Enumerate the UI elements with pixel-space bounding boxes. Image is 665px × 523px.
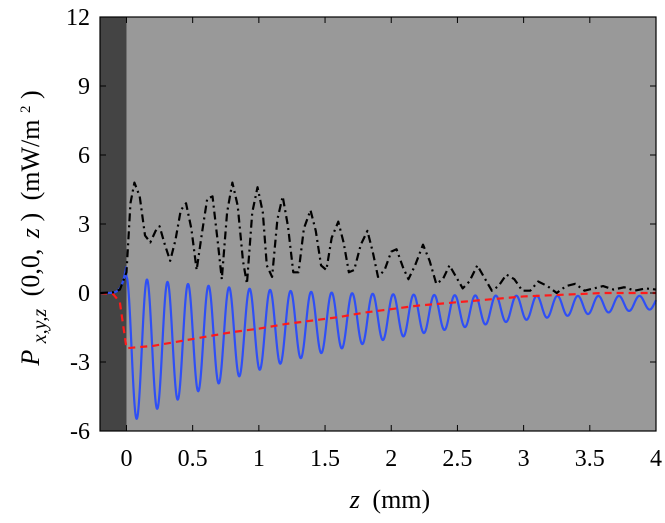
y-tick-label: 9 <box>78 74 90 100</box>
x-tick-label: 1 <box>253 446 265 472</box>
x-tick-label: 3.5 <box>575 446 605 472</box>
y-tick-label: -6 <box>70 419 90 445</box>
x-tick-labels: 0 0.5 1 1.5 2 2.5 3 3.5 4 <box>120 446 662 472</box>
y-axis-label: P x,y,z (0,0, z ) (mW/m 2 ) <box>7 90 52 366</box>
y-axis-args-open: (0,0, <box>16 249 45 297</box>
y-tick-label: 12 <box>66 5 90 31</box>
tick-layer <box>100 16 657 432</box>
y-axis-args-close: ) <box>16 213 45 222</box>
y-axis-unit-open: (mW/m <box>16 120 45 201</box>
x-tick-label: 0.5 <box>178 446 208 472</box>
x-tick-label: 0 <box>120 446 132 472</box>
y-axis-unit-close: ) <box>16 90 45 99</box>
series-line-0 <box>99 181 657 295</box>
y-tick-label: -3 <box>70 350 90 376</box>
x-axis-unit: (mm) <box>372 485 430 514</box>
y-axis-unit-sup: 2 <box>18 106 34 114</box>
y-tick-labels: -6 -3 0 3 6 9 12 <box>66 5 90 445</box>
y-tick-label: 3 <box>78 212 90 238</box>
series-layer <box>99 181 657 420</box>
y-axis-subscript: x,y,z <box>29 309 51 345</box>
x-tick-label: 4 <box>650 446 662 472</box>
x-axis-label: z (mm) <box>349 485 430 514</box>
y-axis-args-var: z <box>16 228 45 239</box>
x-tick-label: 1.5 <box>310 446 340 472</box>
x-tick-label: 2.5 <box>442 446 472 472</box>
x-tick-label: 2 <box>385 446 397 472</box>
x-tick-label: 3 <box>518 446 530 472</box>
y-tick-label: 6 <box>78 143 90 169</box>
series-line-2 <box>99 266 657 420</box>
y-axis-variable: P <box>16 350 45 367</box>
x-axis-variable: z <box>349 485 360 514</box>
y-tick-label: 0 <box>78 281 90 307</box>
plot-background <box>100 17 656 431</box>
